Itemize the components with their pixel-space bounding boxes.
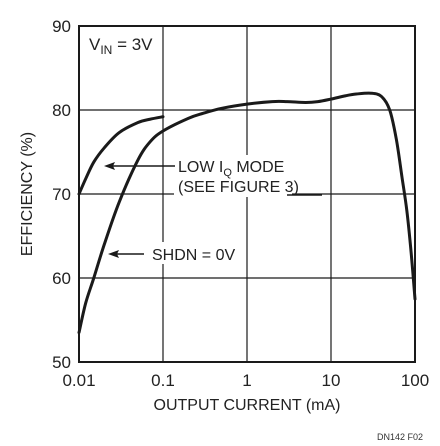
- y-tick-label-4: 90: [52, 17, 71, 36]
- y-tick-label-0: 50: [52, 353, 71, 372]
- y-tick-label-2: 70: [52, 185, 71, 204]
- low-iq-label-bg: [174, 155, 292, 197]
- figure-id: DN142 F02: [377, 432, 423, 442]
- low-iq-label-rest: MODE: [232, 159, 284, 176]
- y-axis-label: EFFICIENCY (%): [19, 132, 36, 256]
- x-axis-label: OUTPUT CURRENT (mA): [154, 397, 341, 414]
- low-iq-label: LOW IQ MODE: [178, 159, 284, 179]
- vin-label-main: V: [89, 35, 101, 54]
- shdn-arrowhead: [108, 250, 119, 258]
- low-iq-label-sub: Q: [223, 167, 232, 179]
- series-group: [77, 91, 417, 335]
- shdn-label-bg: [148, 242, 232, 264]
- x-tick-label-1: 0.1: [151, 371, 175, 390]
- vin-label: VIN = 3V: [89, 35, 153, 57]
- low-iq-label-main: LOW I: [178, 159, 223, 176]
- vin-label-sub: IN: [100, 43, 112, 57]
- series-line-0: [77, 115, 165, 196]
- shdn-label: SHDN = 0V: [152, 247, 235, 264]
- x-tick-label-0: 0.01: [62, 371, 95, 390]
- y-tick-labels: 50 60 70 80 90: [52, 17, 71, 372]
- x-tick-labels: 0.01 0.1 1 10 100: [62, 371, 429, 390]
- x-tick-label-3: 10: [322, 371, 341, 390]
- x-tick-label-2: 1: [242, 371, 251, 390]
- y-tick-label-1: 60: [52, 269, 71, 288]
- low-iq-arrowhead: [104, 162, 115, 170]
- y-tick-label-3: 80: [52, 101, 71, 120]
- x-tick-label-4: 100: [401, 371, 429, 390]
- series-line-1: [77, 91, 417, 335]
- vin-label-rest: = 3V: [112, 35, 153, 54]
- vin-label-bg: [86, 32, 152, 56]
- low-iq-label-line2: (SEE FIGURE 3): [178, 179, 299, 196]
